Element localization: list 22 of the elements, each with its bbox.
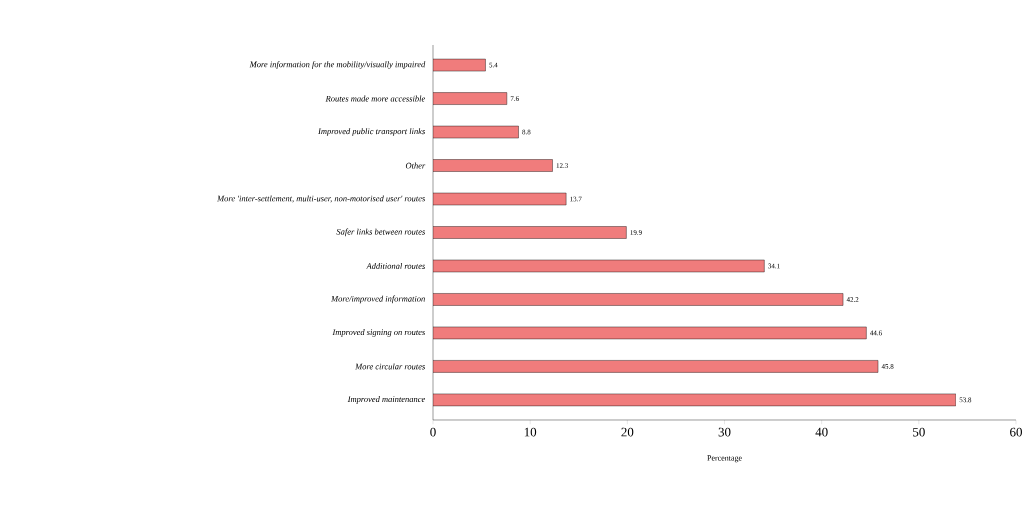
y-tick-label: Additional routes (366, 262, 425, 269)
y-tick-label: More information for the mobility/visually impaired (249, 61, 426, 69)
x-tick-label: 40 (815, 427, 828, 437)
bar (433, 226, 627, 239)
y-tick-label: Improved signing on routes (332, 329, 425, 337)
x-tick-label: 20 (621, 427, 634, 437)
y-tick-label: More/improved information (330, 295, 425, 304)
x-tick-label: 0 (430, 427, 436, 437)
y-tick-label: Improved maintenance (347, 396, 426, 404)
y-tick-label: More 'inter-settlement, multi-user, non-motorised user' routes (216, 195, 425, 203)
y-tick-label: Improved public transport links (318, 128, 425, 136)
y-tick-label: Safer links between routes (336, 228, 425, 237)
y-tick-label: More circular routes (355, 363, 425, 370)
x-tick-label: 30 (718, 427, 731, 437)
bar (433, 293, 844, 306)
bar (433, 360, 879, 373)
bar (433, 159, 553, 172)
x-tick-label: 50 (913, 427, 925, 437)
x-tick-label: 10 (524, 427, 537, 437)
y-tick-label: Other (405, 162, 426, 169)
y-tick-label: Routes made more accessible (325, 95, 426, 102)
x-tick-label: 60 (1010, 427, 1022, 437)
